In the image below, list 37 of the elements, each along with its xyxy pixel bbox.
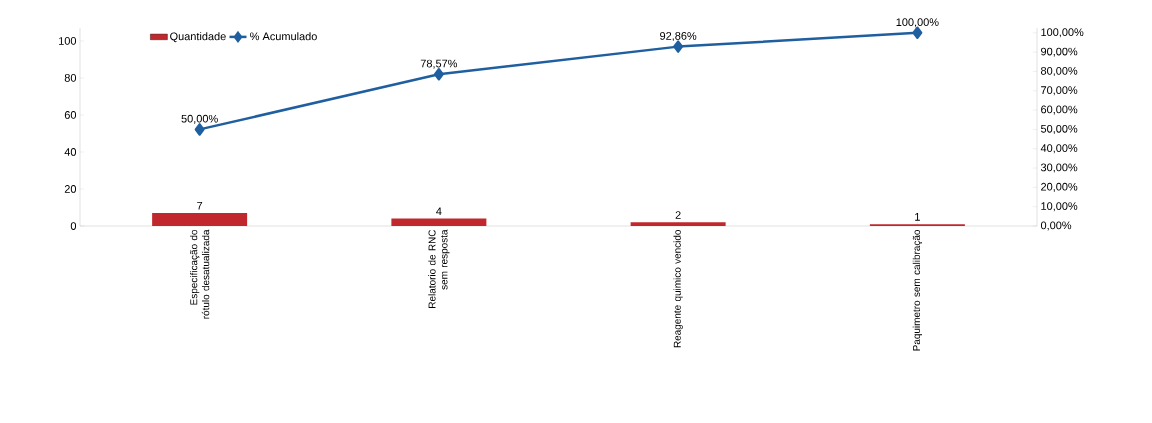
point (194, 123, 205, 136)
y2-tick-label: 10,00% (1041, 202, 1078, 212)
data-label: 100,00% (896, 18, 939, 28)
bar (630, 222, 726, 226)
data-label: 50,00% (181, 114, 218, 124)
y2-tick-label: 40,00% (1040, 144, 1078, 154)
x-tick-label: Relatorio de RNC sem resposta (428, 229, 450, 308)
y2-tick-label: 50,00% (1040, 124, 1078, 134)
y2-tick-label: 30,00% (1040, 163, 1078, 173)
bar (391, 218, 487, 226)
y-tick-label: 60 (64, 111, 77, 119)
y2-tick-label: 90,00% (1041, 47, 1078, 57)
y-tick-label: 100 (59, 37, 77, 45)
bar (152, 213, 248, 226)
x-tick-label: Reagente quimico vencido (673, 229, 683, 348)
legend-label: % Acumulado (250, 32, 317, 41)
data-label: 4 (436, 207, 442, 216)
y-tick-label: 40 (64, 148, 77, 156)
y-tick-label: 80 (64, 74, 77, 82)
y2-tick-label: 80,00% (1041, 66, 1078, 76)
y2-tick-label: 60,00% (1041, 105, 1078, 115)
y2-tick-label: 100,00% (1041, 28, 1084, 38)
point (673, 40, 684, 53)
data-label: 2 (675, 211, 681, 219)
data-label: 1 (915, 213, 920, 221)
y-tick-label: 0 (70, 222, 77, 230)
y2-tick-label: 0,00% (1040, 221, 1072, 231)
x-tick-label: Paquimetro sem calibração (912, 229, 923, 351)
data-label: 7 (197, 202, 203, 210)
y-tick-label: 20 (64, 185, 77, 193)
data-label: 92,86% (660, 32, 697, 42)
y2-tick-label: 20,00% (1041, 182, 1078, 192)
x-tick-label: Especificação do rótulo desatualizada (189, 229, 210, 319)
legend-label: Quantidade (170, 32, 226, 43)
point (912, 26, 923, 40)
y2-tick-label: 70,00% (1041, 86, 1078, 96)
data-label: 78,57% (420, 59, 458, 69)
